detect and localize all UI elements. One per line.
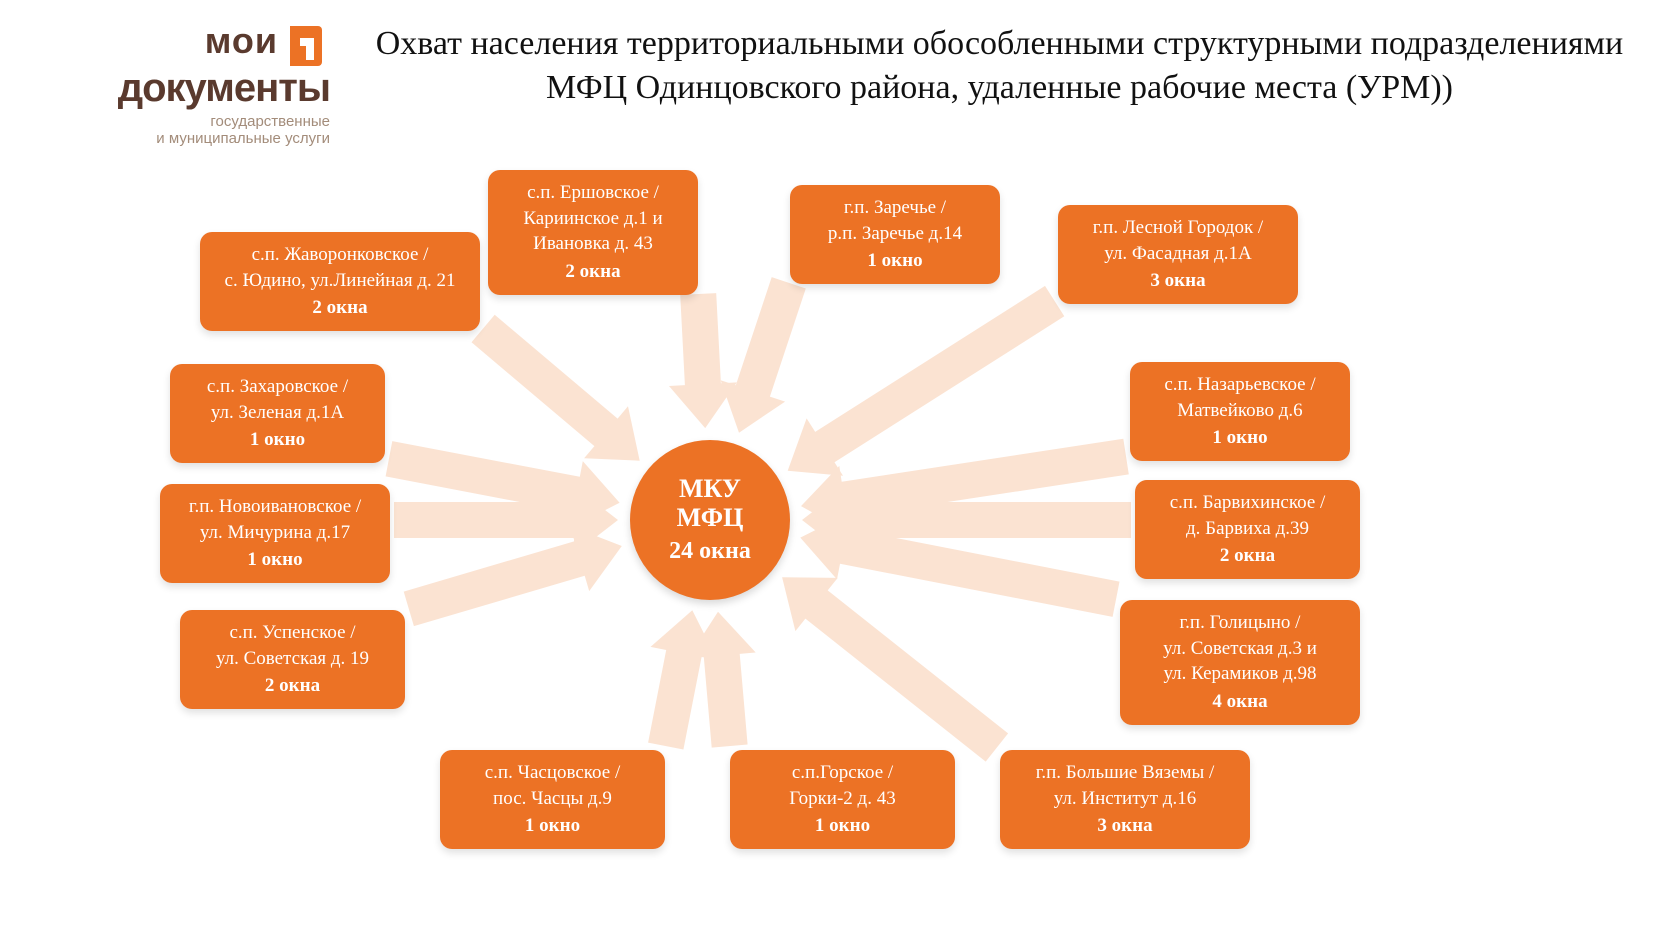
node-label: с.п. Захаровское / ул. Зеленая д.1А [207, 374, 348, 425]
node-okna: 1 окно [250, 427, 305, 453]
center-line2: МФЦ [677, 504, 744, 533]
node-label: с.п. Барвихинское / д. Барвиха д.39 [1170, 490, 1326, 541]
arrow-uspen [404, 526, 622, 626]
logo-sub-line2: и муниципальные услуги [20, 130, 330, 147]
node-ershov: с.п. Ершовское / Кариинское д.1 и Иванов… [488, 170, 698, 295]
center-hub: МКУ МФЦ 24 окна [630, 440, 790, 600]
node-gorskoe: с.п.Горское / Горки-2 д. 431 окно [730, 750, 955, 849]
arrow-chasts [648, 610, 717, 749]
arrow-gorskoe [688, 612, 756, 748]
arrow-zakhar [386, 441, 620, 528]
node-lesgor: г.п. Лесной Городок / ул. Фасадная д.1А3… [1058, 205, 1298, 304]
node-okna: 1 окно [1212, 425, 1267, 451]
node-okna: 1 окно [867, 248, 922, 274]
node-okna: 3 окна [1150, 268, 1205, 294]
logo-sub-line1: государственные [20, 113, 330, 130]
arrow-ershov [669, 293, 737, 428]
logo-mark-icon [286, 20, 330, 72]
node-label: с.п. Часцовское / пос. Часцы д.9 [485, 760, 621, 811]
node-okna: 2 окна [265, 673, 320, 699]
node-okna: 2 окна [312, 295, 367, 321]
page-title: Охват населения территориальными обособл… [360, 22, 1639, 110]
logo-moi-text: мои [205, 20, 278, 62]
node-label: г.п. Новоивановское / ул. Мичурина д.17 [189, 494, 361, 545]
node-novoiv: г.п. Новоивановское / ул. Мичурина д.171… [160, 484, 390, 583]
arrow-nazar [801, 439, 1129, 533]
arrow-lesgor [788, 286, 1065, 476]
stage: мои документы государственные и муниципа… [0, 0, 1679, 943]
node-label: г.п. Заречье / р.п. Заречье д.14 [828, 195, 962, 246]
node-label: г.п. Лесной Городок / ул. Фасадная д.1А [1093, 215, 1263, 266]
node-vyazemy: г.п. Большие Вяземы / ул. Институт д.163… [1000, 750, 1250, 849]
node-label: с.п. Назарьевское / Матвейково д.6 [1164, 372, 1315, 423]
logo: мои документы государственные и муниципа… [20, 20, 330, 148]
node-okna: 1 окно [525, 813, 580, 839]
node-label: г.п. Голицыно / ул. Советская д.3 и ул. … [1163, 610, 1317, 687]
node-golits: г.п. Голицыно / ул. Советская д.3 и ул. … [1120, 600, 1360, 725]
logo-documents-text: документы [20, 66, 330, 111]
arrow-golits [800, 513, 1119, 617]
center-line3: 24 окна [669, 538, 751, 565]
node-okna: 3 окна [1097, 813, 1152, 839]
node-label: с.п. Жаворонковское / с. Юдино, ул.Линей… [225, 242, 456, 293]
node-okna: 4 окна [1212, 689, 1267, 715]
node-chasts: с.п. Часцовское / пос. Часцы д.91 окно [440, 750, 665, 849]
node-nazar: с.п. Назарьевское / Матвейково д.61 окно [1130, 362, 1350, 461]
node-barvikh: с.п. Барвихинское / д. Барвиха д.392 окн… [1135, 480, 1360, 579]
arrow-novoiv [394, 486, 618, 554]
node-zakhar: с.п. Захаровское / ул. Зеленая д.1А1 окн… [170, 364, 385, 463]
logo-top-row: мои [20, 20, 330, 72]
node-zarechye: г.п. Заречье / р.п. Заречье д.141 окно [790, 185, 1000, 284]
arrow-zarechye [721, 277, 806, 433]
arrow-vyazemy [782, 577, 1008, 761]
node-okna: 2 окна [565, 259, 620, 285]
node-uspen: с.п. Успенское / ул. Советская д. 192 ок… [180, 610, 405, 709]
node-okna: 1 окно [815, 813, 870, 839]
center-line1: МКУ [679, 475, 741, 504]
logo-subtitle: государственные и муниципальные услуги [20, 113, 330, 148]
node-okna: 2 окна [1220, 543, 1275, 569]
node-okna: 1 окно [247, 547, 302, 573]
node-zhavoronk: с.п. Жаворонковское / с. Юдино, ул.Линей… [200, 232, 480, 331]
node-label: с.п.Горское / Горки-2 д. 43 [789, 760, 895, 811]
arrow-zhavoronk [472, 315, 640, 461]
node-label: с.п. Ершовское / Кариинское д.1 и Иванов… [523, 180, 662, 257]
arrow-barvikh [802, 486, 1131, 554]
node-label: г.п. Большие Вяземы / ул. Институт д.16 [1036, 760, 1215, 811]
node-label: с.п. Успенское / ул. Советская д. 19 [216, 620, 369, 671]
